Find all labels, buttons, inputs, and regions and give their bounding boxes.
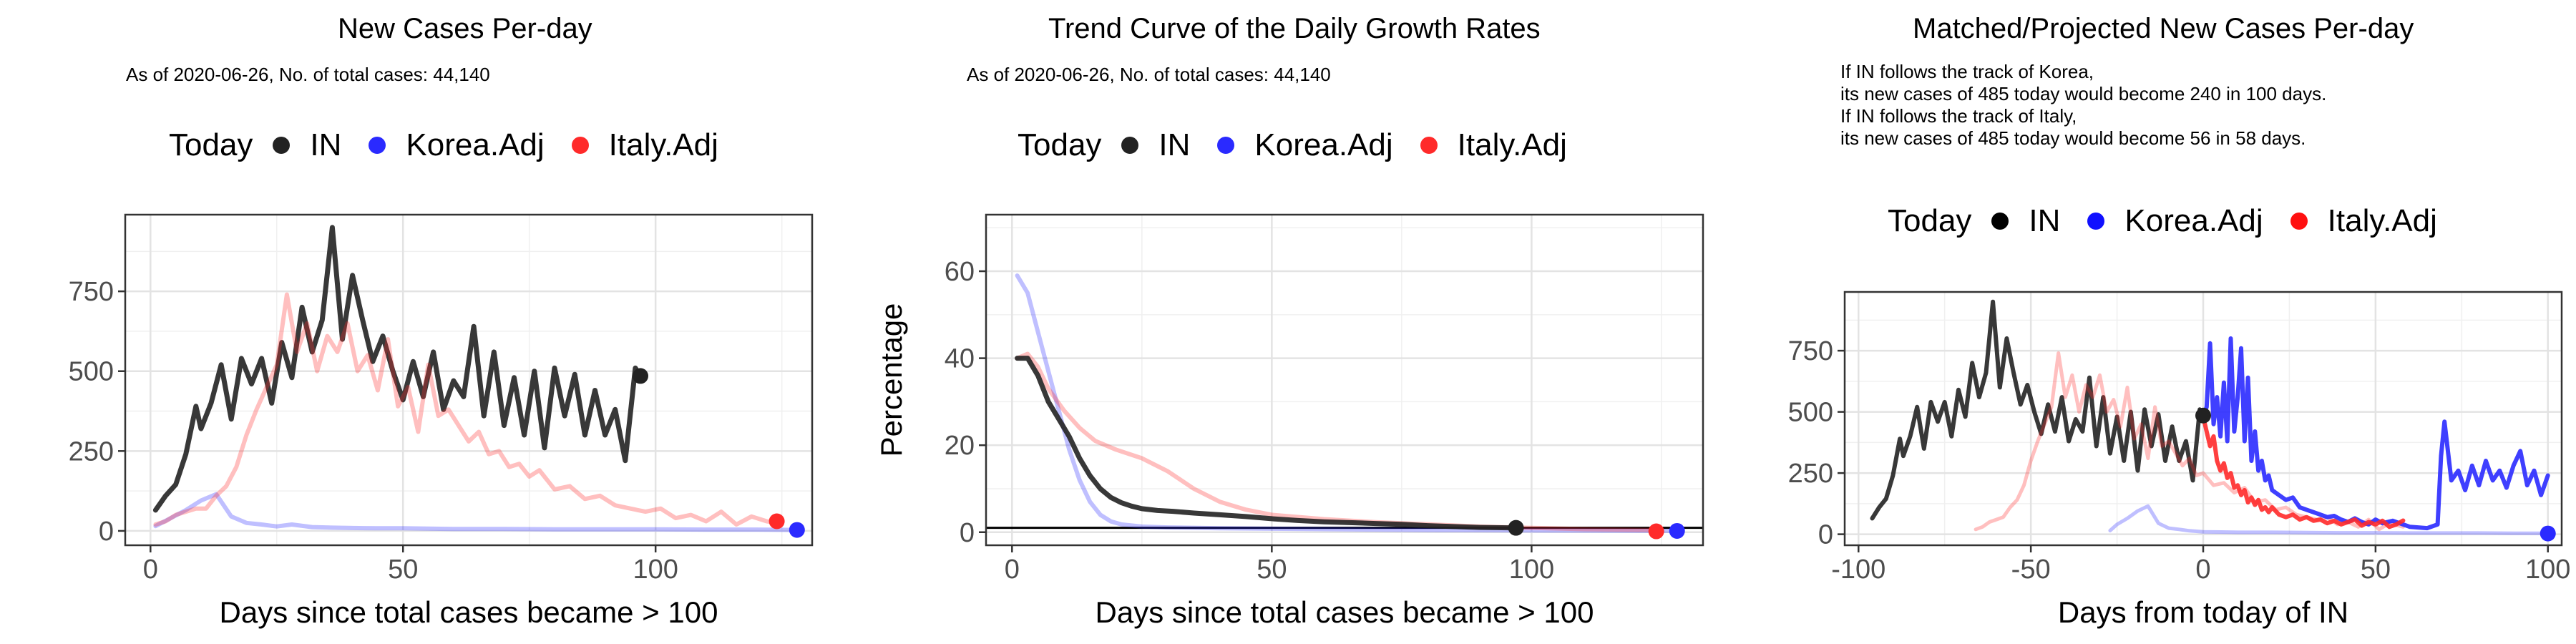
series-line-korea-adj: [1015, 273, 1679, 533]
legend: Today IN Korea.Adj Italy.Adj: [1018, 127, 1594, 163]
legend: Today IN Korea.Adj Italy.Adj: [169, 127, 746, 163]
panel-new-cases: New Cases Per-day As of 2020-06-26, No. …: [0, 0, 859, 644]
y-tick-label: 40: [945, 344, 975, 374]
legend-item-italy: Italy.Adj: [1420, 127, 1567, 163]
legend-title: Today: [1018, 127, 1102, 162]
legend-label-italy: Italy.Adj: [1457, 127, 1567, 162]
panel-projected: Matched/Projected New Cases Per-day If I…: [1717, 0, 2576, 644]
series-line-italy-adj: [2201, 414, 2406, 530]
x-tick-label: 0: [143, 555, 158, 585]
x-axis-label: Days since total cases became > 100: [220, 595, 718, 629]
today-point-in: [633, 368, 648, 384]
legend-dot-in: [273, 137, 291, 154]
y-tick-label: 250: [1788, 459, 1833, 489]
today-point-in: [1508, 519, 1524, 536]
legend-title: Today: [1888, 203, 1972, 238]
series-line-korea-adj: [2201, 336, 2550, 531]
y-tick-label: 500: [1788, 398, 1833, 428]
panel-subtitle-2: its new cases of 485 today would become …: [1840, 83, 2327, 104]
legend-dot-italy: [571, 137, 589, 154]
legend-dot-in: [1991, 213, 2009, 230]
x-tick-label: -50: [2011, 555, 2051, 585]
plot-border: [985, 213, 1704, 547]
legend-label-korea: Korea.Adj: [1254, 127, 1393, 162]
plot-border: [124, 213, 814, 547]
panel-growth-rates: Trend Curve of the Daily Growth Rates As…: [859, 0, 1717, 644]
legend-item-italy: Italy.Adj: [571, 127, 718, 163]
panel-subtitle-1: If IN follows the track of Korea,: [1840, 61, 2094, 82]
panel-subtitle: As of 2020-06-26, No. of total cases: 44…: [126, 64, 490, 85]
legend-label-in: IN: [310, 127, 342, 162]
today-point-in: [2195, 407, 2211, 424]
today-point-korea-adj: [2540, 525, 2556, 542]
legend-label-in: IN: [2029, 203, 2061, 238]
y-tick-label: 0: [960, 518, 975, 548]
chart-new-cases: 0 50 100 0 250 500 750 Days since total cases b…: [69, 213, 814, 629]
legend-label-italy: Italy.Adj: [608, 127, 718, 162]
legend-item-korea: Korea.Adj: [2087, 203, 2263, 239]
series-line-in: [152, 225, 643, 513]
legend-item-in: IN: [273, 127, 341, 163]
series-line-italy-adj-history: [1974, 351, 2405, 532]
legend-dot-korea: [1217, 137, 1235, 154]
x-axis-label: Days since total cases became > 100: [1096, 595, 1594, 629]
legend-item-in: IN: [1121, 127, 1190, 163]
x-axis-label: Days from today of IN: [2058, 595, 2348, 629]
legend-dot-in: [1121, 137, 1139, 154]
today-point-italy-adj: [769, 513, 785, 530]
legend-dot-italy: [2290, 213, 2308, 230]
series-line-italy-adj: [153, 292, 779, 527]
y-tick-label: 0: [1818, 520, 1833, 550]
panel-subtitle-4: its new cases of 485 today would become …: [1840, 127, 2306, 149]
legend-dot-korea: [369, 137, 386, 154]
legend-label-italy: Italy.Adj: [2327, 203, 2437, 238]
chart-projected: -100 -50 0 50 100 0 250 500 750 Days from today o…: [1788, 291, 2570, 629]
x-tick-label: -100: [1831, 555, 1885, 585]
y-axis-label: Percentage: [874, 303, 908, 457]
y-tick-label: 0: [99, 517, 114, 547]
x-tick-label: 100: [633, 555, 678, 585]
legend-label-in: IN: [1158, 127, 1191, 162]
legend-title: Today: [169, 127, 253, 162]
y-tick-label: 750: [69, 277, 114, 307]
series-line-in: [1870, 299, 2205, 521]
legend: Today IN Korea.Adj Italy.Adj: [1888, 203, 2464, 239]
series-line-italy-adj: [1015, 351, 1659, 532]
panel-subtitle: As of 2020-06-26, No. of total cases: 44…: [967, 64, 1331, 85]
x-tick-label: 0: [2195, 555, 2210, 585]
panel-title: Matched/Projected New Cases Per-day: [1913, 13, 2414, 44]
series-line-korea-adj-history: [2108, 504, 2550, 535]
chart-growth-rates: 0 50 100 0 20 40 60 Days since total cases beca…: [874, 213, 1704, 629]
legend-dot-korea: [2087, 213, 2105, 230]
x-tick-label: 100: [1509, 555, 1554, 585]
legend-item-in: IN: [1991, 203, 2060, 239]
series-line-korea-adj: [153, 492, 799, 532]
y-tick-label: 750: [1788, 336, 1833, 366]
x-tick-label: 100: [2525, 555, 2570, 585]
legend-label-korea: Korea.Adj: [2124, 203, 2263, 238]
x-tick-label: 50: [2361, 555, 2391, 585]
today-point-korea-adj: [1669, 522, 1685, 539]
y-tick-label: 250: [69, 436, 114, 467]
panel-subtitle-3: If IN follows the track of Italy,: [1840, 105, 2077, 127]
legend-item-korea: Korea.Adj: [1217, 127, 1393, 163]
x-tick-label: 50: [388, 555, 418, 585]
legend-item-italy: Italy.Adj: [2290, 203, 2437, 239]
legend-dot-italy: [1420, 137, 1438, 154]
x-tick-label: 50: [1257, 555, 1287, 585]
today-point-korea-adj: [789, 522, 805, 538]
y-tick-label: 500: [69, 357, 114, 387]
x-tick-label: 0: [1005, 555, 1020, 585]
legend-item-korea: Korea.Adj: [369, 127, 545, 163]
legend-label-korea: Korea.Adj: [406, 127, 545, 162]
panel-title: New Cases Per-day: [338, 13, 592, 44]
y-tick-label: 20: [945, 431, 975, 461]
y-tick-label: 60: [945, 257, 975, 287]
series-line-in: [1015, 356, 1519, 531]
today-point-italy-adj: [1648, 523, 1664, 540]
panel-title: Trend Curve of the Daily Growth Rates: [1048, 13, 1541, 44]
